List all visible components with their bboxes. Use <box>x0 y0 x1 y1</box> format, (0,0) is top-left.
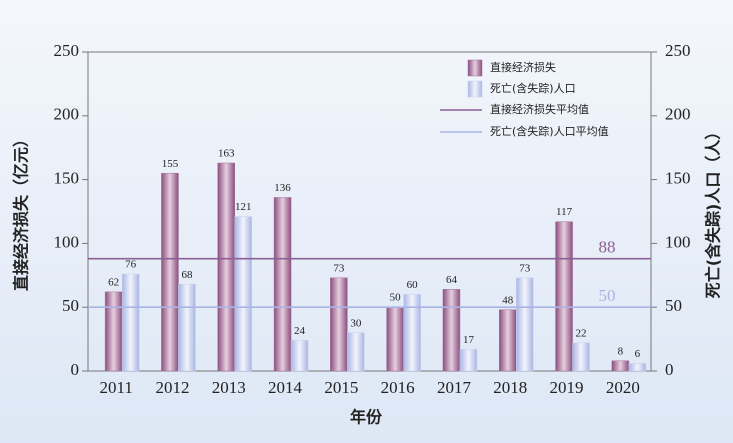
bar <box>442 289 461 372</box>
y2-tick-label: 100 <box>665 232 691 251</box>
data-label: 64 <box>446 274 458 286</box>
bar <box>121 273 140 372</box>
legend-swatch <box>467 59 483 77</box>
bar <box>104 291 123 372</box>
x-tick-label: 2017 <box>437 378 472 397</box>
data-label: 24 <box>294 325 306 337</box>
bar <box>234 216 252 372</box>
x-tick-label: 2012 <box>155 378 189 397</box>
bar <box>555 221 573 372</box>
data-label: 6 <box>635 348 641 360</box>
x-axis-label: 年份 <box>350 408 383 427</box>
x-tick-label: 2020 <box>606 378 640 397</box>
y-tick-label: 150 <box>54 169 80 188</box>
data-label: 155 <box>162 158 179 170</box>
x-tick-label: 2014 <box>268 378 303 397</box>
legend-label: 死亡(含失踪)人口平均值 <box>490 124 609 138</box>
x-tick-label: 2019 <box>550 378 584 397</box>
y-tick-label: 250 <box>54 41 80 60</box>
y-tick-label: 50 <box>62 296 79 315</box>
bar <box>217 162 235 372</box>
data-label: 73 <box>333 262 345 274</box>
y2-tick-label: 250 <box>665 41 691 60</box>
data-label: 48 <box>502 294 514 306</box>
legend-label: 死亡(含失踪)人口 <box>490 81 576 95</box>
bar <box>611 360 630 372</box>
bar <box>178 283 196 372</box>
data-label: 73 <box>519 262 531 274</box>
y-tick-label: 100 <box>54 232 80 251</box>
average-label: 50 <box>599 286 616 305</box>
bar <box>628 363 647 372</box>
data-label: 62 <box>108 276 119 288</box>
x-tick-label: 2015 <box>324 378 358 397</box>
data-label: 117 <box>556 206 573 218</box>
data-label: 8 <box>618 345 624 357</box>
bar <box>161 172 179 372</box>
y-tick-label: 200 <box>54 105 80 124</box>
x-tick-label: 2013 <box>212 378 246 397</box>
bar <box>290 340 309 372</box>
bar <box>386 306 404 372</box>
data-label: 22 <box>576 327 587 339</box>
bar <box>572 342 590 372</box>
legend-swatch <box>467 80 483 98</box>
data-label: 163 <box>218 148 235 160</box>
legend-label: 直接经济损失平均值 <box>490 102 589 116</box>
data-label: 121 <box>235 201 252 213</box>
y2-tick-label: 150 <box>665 169 691 188</box>
y2-axis-label: 死亡(含失踪)人口（人） <box>704 124 723 299</box>
average-label: 88 <box>599 238 616 257</box>
x-tick-label: 2011 <box>99 378 132 397</box>
bar <box>330 277 348 372</box>
y-tick-label: 0 <box>71 360 80 379</box>
bar <box>516 277 534 372</box>
data-label: 76 <box>125 259 137 271</box>
bar <box>499 309 517 372</box>
data-label: 30 <box>350 317 362 329</box>
y2-tick-label: 200 <box>665 105 691 124</box>
bar <box>347 332 365 372</box>
plot-frame <box>87 51 652 372</box>
y-axis-label: 直接经济损失（亿元） <box>12 131 31 291</box>
data-label: 60 <box>407 279 419 291</box>
data-label: 68 <box>181 269 193 281</box>
data-label: 17 <box>463 334 475 346</box>
bar <box>459 349 478 372</box>
x-tick-label: 2016 <box>381 378 415 397</box>
data-label: 136 <box>274 182 291 194</box>
x-tick-label: 2018 <box>493 378 527 397</box>
y2-tick-label: 50 <box>665 296 682 315</box>
bar <box>403 294 421 372</box>
bar <box>273 197 292 372</box>
legend-label: 直接经济损失 <box>490 60 556 74</box>
y2-tick-label: 0 <box>665 360 674 379</box>
data-label: 50 <box>390 292 402 304</box>
